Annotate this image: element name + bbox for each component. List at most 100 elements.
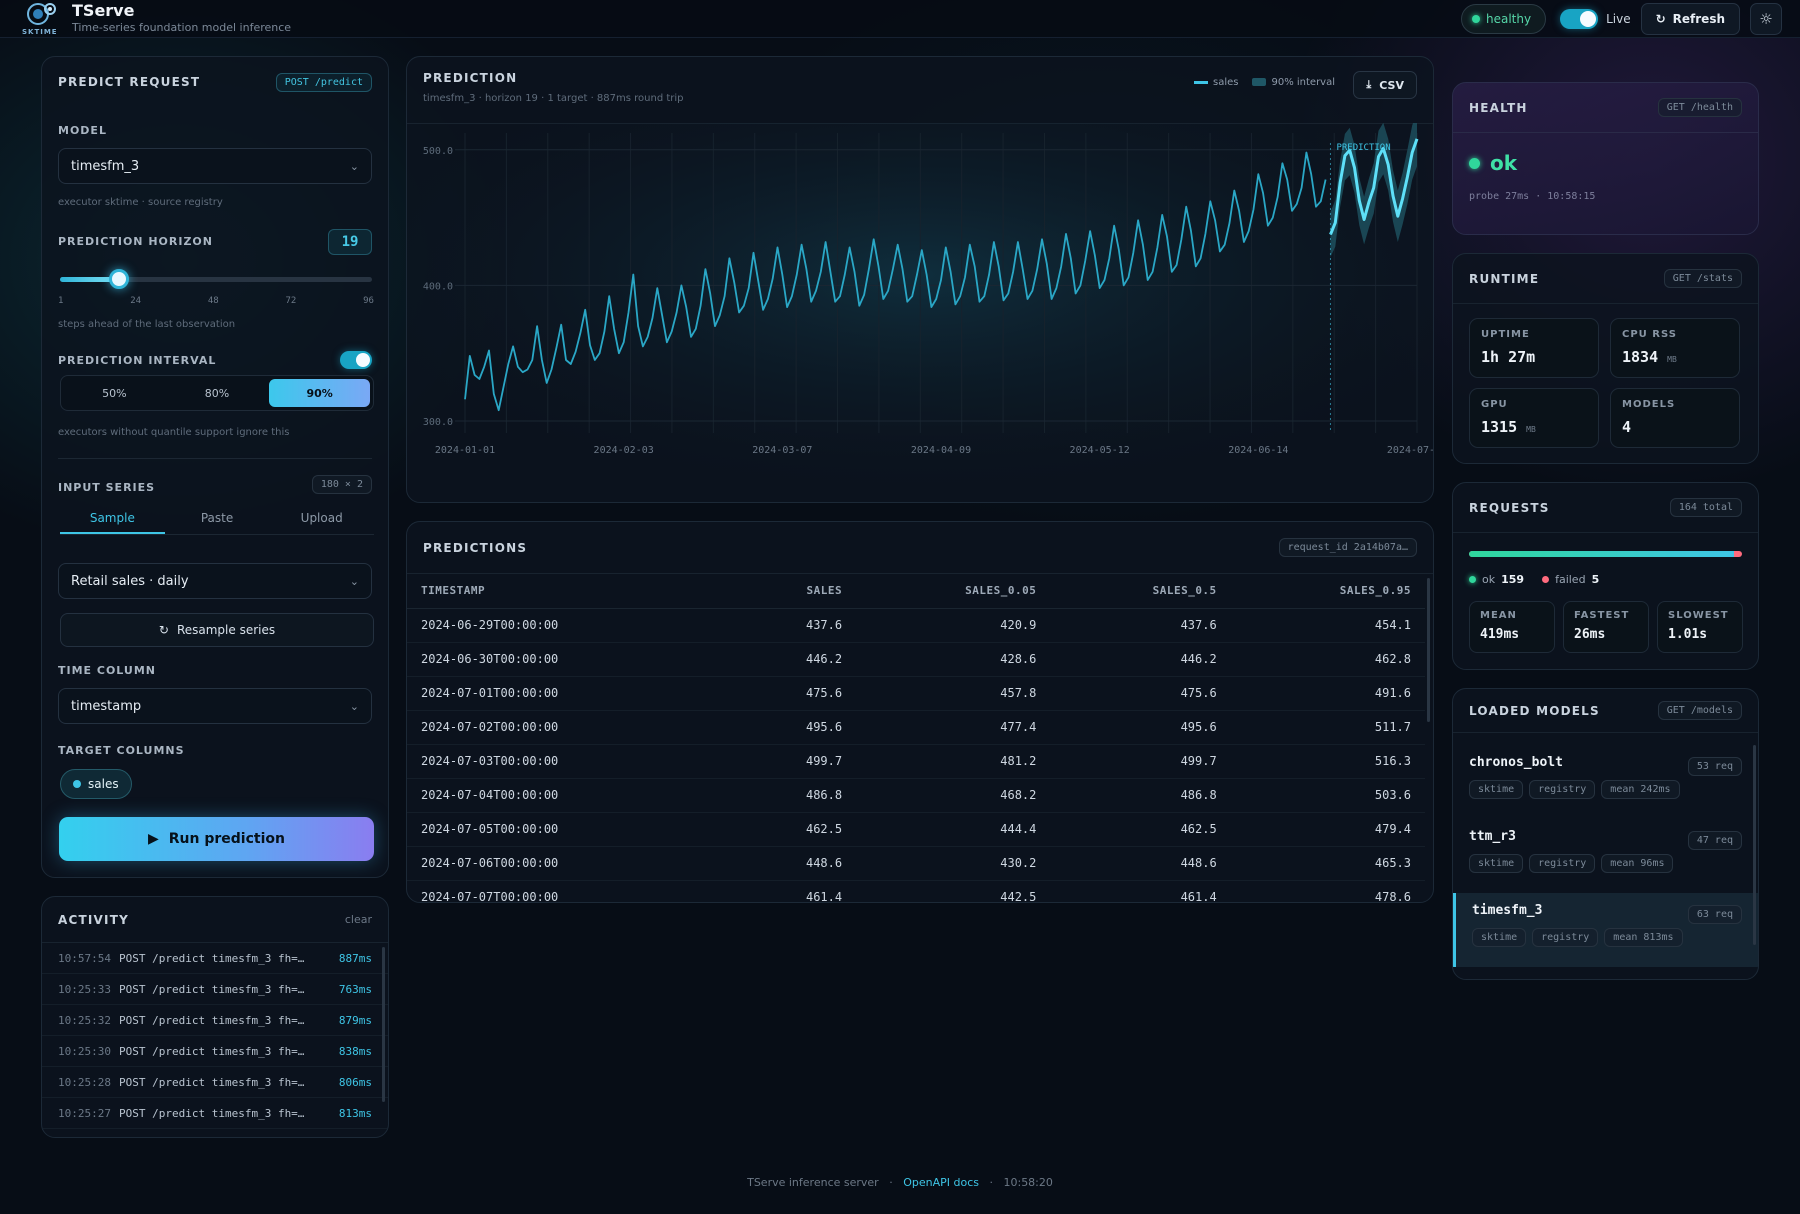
table-cell: 2024-06-30T00:00:00 bbox=[407, 642, 731, 677]
table-cell: 511.7 bbox=[1230, 710, 1425, 745]
table-cell: 499.7 bbox=[730, 744, 857, 779]
request-id-tag: request_id 2a14b07a… bbox=[1278, 538, 1417, 557]
table-cell: 478.6 bbox=[1230, 880, 1425, 902]
horizon-label: PREDICTION HORIZON bbox=[58, 235, 213, 248]
table-cell: 457.8 bbox=[856, 676, 1051, 711]
run-prediction-button[interactable]: ▶ Run prediction bbox=[59, 817, 374, 861]
column-header[interactable]: SALES bbox=[730, 574, 857, 609]
sample-select[interactable]: Retail sales · daily ⌄ bbox=[58, 563, 372, 599]
horizon-slider[interactable] bbox=[60, 269, 372, 289]
table-row[interactable]: 2024-07-03T00:00:00 499.7 481.2 499.7 516.3 bbox=[407, 744, 1425, 779]
card-title: LOADED MODELS bbox=[1469, 703, 1600, 718]
activity-scrollbar[interactable] bbox=[382, 947, 385, 1102]
activity-row[interactable]: 10:25:28 POST /predict timesfm_3 fh=… 806m… bbox=[42, 1067, 388, 1098]
column-header[interactable]: TIMESTAMP bbox=[407, 574, 731, 609]
table-cell: 499.7 bbox=[1050, 744, 1231, 779]
activity-time: 10:25:30 bbox=[58, 1044, 111, 1058]
tab-upload[interactable]: Upload bbox=[300, 511, 343, 525]
card-title: PREDICT REQUEST bbox=[58, 75, 201, 89]
activity-text: POST /predict timesfm_3 fh=… bbox=[119, 1044, 305, 1058]
resample-label: Resample series bbox=[176, 623, 276, 637]
activity-row[interactable]: 10:25:33 POST /predict timesfm_3 fh=… 763m… bbox=[42, 974, 388, 1005]
model-select[interactable]: timesfm_3 ⌄ bbox=[58, 148, 372, 184]
column-header[interactable]: SALES_0.5 bbox=[1050, 574, 1231, 609]
table-row[interactable]: 2024-07-05T00:00:00 462.5 444.4 462.5 479.4 bbox=[407, 812, 1425, 847]
clear-activity-button[interactable]: clear bbox=[344, 913, 372, 926]
activity-time: 10:25:33 bbox=[58, 982, 111, 996]
chevron-down-icon: ⌄ bbox=[349, 699, 359, 713]
activity-row[interactable]: 10:25:27 POST /predict timesfm_3 fh=… 813m… bbox=[42, 1098, 388, 1129]
model-tags: sktime registry mean 96ms bbox=[1469, 854, 1742, 873]
activity-time: 10:57:54 bbox=[58, 951, 111, 965]
table-cell: 420.9 bbox=[856, 608, 1051, 643]
table-row[interactable]: 2024-06-30T00:00:00 446.2 428.6 446.2 462.8 bbox=[407, 642, 1425, 677]
model-item-ttm-r3[interactable]: ttm_r3 47 req sktime registry mean 96ms bbox=[1453, 819, 1758, 893]
refresh-button[interactable]: ↻ Refresh bbox=[1640, 3, 1740, 35]
chart-legend: sales 90% interval bbox=[1193, 77, 1335, 88]
openapi-docs-link[interactable]: OpenAPI docs bbox=[903, 1176, 979, 1189]
table-cell: 437.6 bbox=[1050, 608, 1231, 643]
tab-paste[interactable]: Paste bbox=[200, 511, 234, 525]
activity-time: 10:25:27 bbox=[58, 1106, 111, 1120]
loaded-models-card: LOADED MODELS GET /models chronos_bolt 53… bbox=[1452, 688, 1759, 980]
activity-row[interactable]: 10:25:30 POST /predict timesfm_3 fh=… 838m… bbox=[42, 1036, 388, 1067]
mean-latency-stat: MEAN 419ms bbox=[1469, 601, 1555, 653]
target-chip-sales[interactable]: sales bbox=[60, 769, 132, 799]
table-cell: 448.6 bbox=[730, 846, 857, 881]
table-cell: 468.2 bbox=[856, 778, 1051, 813]
theme-toggle-button[interactable]: ☼ bbox=[1750, 3, 1782, 35]
table-cell: 2024-07-04T00:00:00 bbox=[407, 778, 731, 813]
model-tag: registry bbox=[1529, 854, 1596, 873]
model-item-timesfm-3[interactable]: timesfm_3 63 req sktime registry mean 813ms bbox=[1453, 893, 1758, 967]
x-tick-label: 2024-01-01 bbox=[435, 445, 495, 456]
x-tick-label: 2024-03-07 bbox=[752, 445, 812, 456]
stat-value: 419ms bbox=[1480, 627, 1520, 642]
horizon-slider-handle[interactable] bbox=[109, 269, 130, 289]
target-columns-label: TARGET COLUMNS bbox=[58, 744, 185, 757]
activity-latency: 838ms bbox=[338, 1044, 372, 1058]
interval-toggle[interactable] bbox=[340, 351, 372, 369]
stat-label: CPU RSS bbox=[1622, 329, 1677, 340]
activity-card: ACTIVITY clear 10:57:54 POST /predict tim… bbox=[41, 896, 389, 1138]
health-status-pill[interactable]: healthy bbox=[1460, 4, 1547, 34]
resample-button[interactable]: ↻ Resample series bbox=[60, 613, 374, 647]
table-row[interactable]: 2024-07-04T00:00:00 486.8 468.2 486.8 503.6 bbox=[407, 778, 1425, 813]
live-toggle[interactable] bbox=[1560, 9, 1599, 29]
table-cell: 495.6 bbox=[730, 710, 857, 745]
stat-value: 1315 bbox=[1481, 418, 1518, 436]
interval-option-50-pct[interactable]: 50% bbox=[102, 386, 127, 400]
model-select-value: timesfm_3 bbox=[71, 158, 140, 174]
time-column-select[interactable]: timestamp ⌄ bbox=[58, 688, 372, 724]
endpoint-tag: GET /stats bbox=[1663, 269, 1742, 288]
table-row[interactable]: 2024-07-06T00:00:00 448.6 430.2 448.6 465.3 bbox=[407, 846, 1425, 881]
footer-separator: · bbox=[989, 1176, 993, 1189]
table-scrollbar[interactable] bbox=[1427, 578, 1430, 722]
chevron-down-icon: ⌄ bbox=[349, 159, 359, 173]
table-cell: 2024-07-03T00:00:00 bbox=[407, 744, 731, 779]
activity-latency: 879ms bbox=[338, 1013, 372, 1027]
interval-option-80-pct[interactable]: 80% bbox=[204, 386, 230, 400]
health-status: ok bbox=[1469, 151, 1517, 175]
table-row[interactable]: 2024-07-01T00:00:00 475.6 457.8 475.6 491.6 bbox=[407, 676, 1425, 711]
horizon-value-input[interactable]: 19 bbox=[328, 229, 372, 255]
horizon-tick-label: 1 bbox=[58, 296, 64, 306]
models-scrollbar[interactable] bbox=[1753, 745, 1756, 945]
tab-sample[interactable]: Sample bbox=[60, 507, 165, 534]
interval-option-90-pct[interactable]: 90% bbox=[269, 379, 371, 407]
activity-row[interactable]: 10:25:32 POST /predict timesfm_3 fh=… 879m… bbox=[42, 1005, 388, 1036]
csv-label: CSV bbox=[1379, 78, 1404, 92]
table-cell: 475.6 bbox=[1050, 676, 1231, 711]
activity-row[interactable]: 10:57:54 POST /predict timesfm_3 fh=… 887m… bbox=[42, 943, 388, 974]
model-tag: sktime bbox=[1469, 854, 1524, 873]
table-row[interactable]: 2024-06-29T00:00:00 437.6 420.9 437.6 454.1 bbox=[407, 608, 1425, 643]
model-item-chronos-bolt[interactable]: chronos_bolt 53 req sktime registry mean 242… bbox=[1453, 745, 1758, 819]
column-header[interactable]: SALES_0.05 bbox=[856, 574, 1051, 609]
horizon-tick-label: 48 bbox=[207, 296, 219, 306]
model-hint: executor sktime · source registry bbox=[58, 197, 223, 208]
table-cell: 495.6 bbox=[1050, 710, 1231, 745]
table-cell: 486.8 bbox=[1050, 778, 1231, 813]
download-csv-button[interactable]: ⤓ CSV bbox=[1353, 71, 1417, 99]
column-header[interactable]: SALES_0.95 bbox=[1230, 574, 1425, 609]
table-row[interactable]: 2024-07-07T00:00:00 461.4 442.5 461.4 478.6 bbox=[407, 880, 1425, 902]
table-row[interactable]: 2024-07-02T00:00:00 495.6 477.4 495.6 511.7 bbox=[407, 710, 1425, 745]
